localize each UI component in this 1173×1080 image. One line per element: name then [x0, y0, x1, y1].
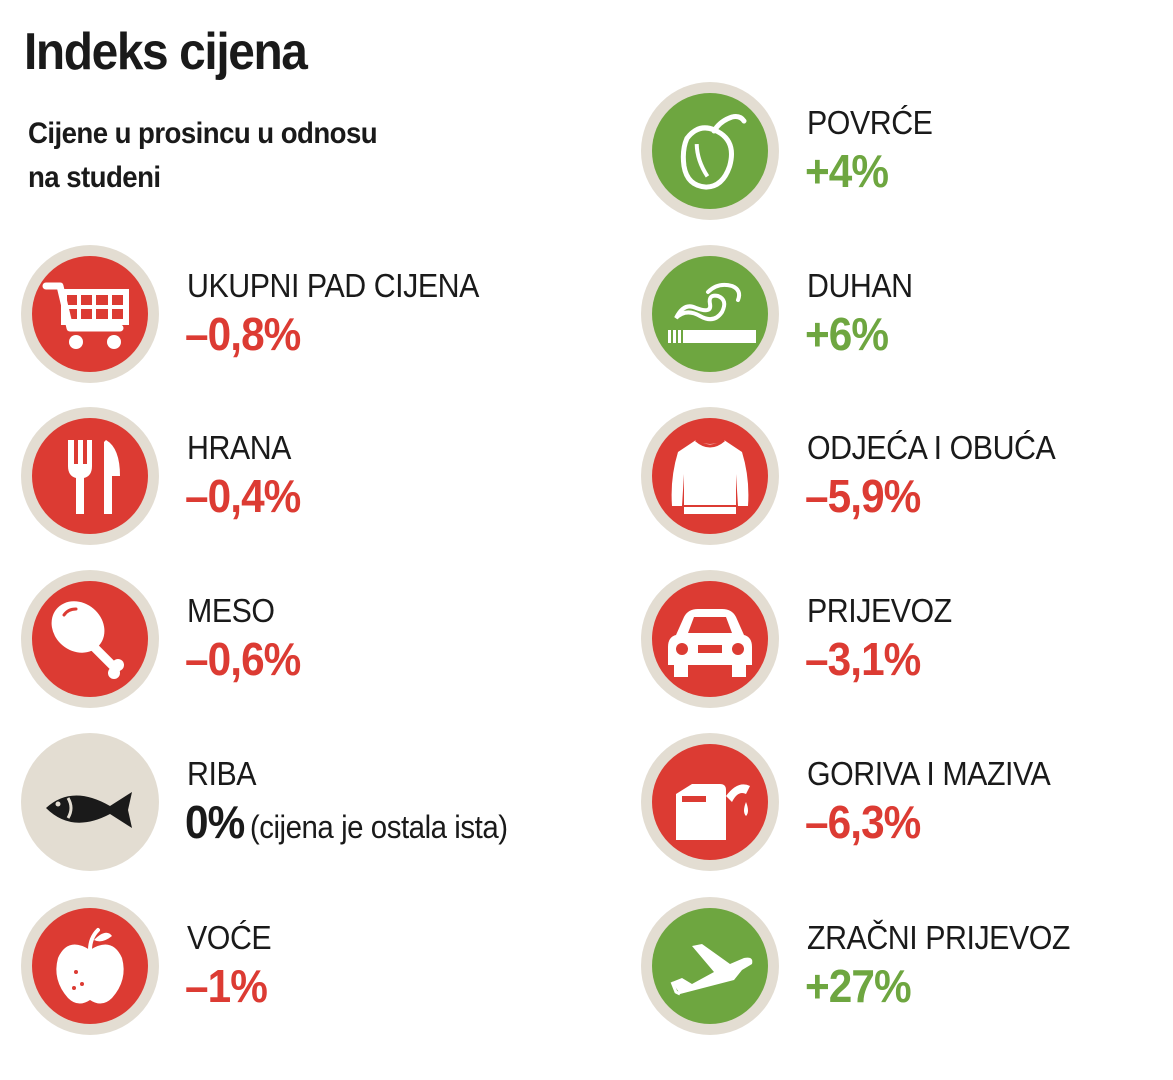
page-subtitle: Cijene u prosincu u odnosu na studeni	[28, 117, 378, 194]
price-item-hrana: HRANA –0,4%	[21, 407, 581, 547]
item-label: POVRĆE	[807, 104, 933, 141]
item-label: GORIVA I MAZIVA	[807, 755, 1051, 792]
badge	[641, 897, 779, 1035]
item-value: –5,9%	[805, 470, 921, 522]
car-icon	[652, 581, 768, 697]
shopping-cart-icon	[32, 256, 148, 372]
pepper-icon	[652, 93, 768, 209]
item-label: ZRAČNI PRIJEVOZ	[807, 919, 1070, 956]
price-item-prijevoz: PRIJEVOZ –3,1%	[641, 570, 1173, 710]
item-label: ODJEĆA I OBUĆA	[807, 429, 1056, 466]
price-item-odjeca: ODJEĆA I OBUĆA –5,9%	[641, 407, 1173, 547]
item-value-number: 0%	[185, 796, 245, 848]
apple-icon	[32, 908, 148, 1024]
item-value: –0,6%	[185, 633, 301, 685]
price-item-ukupno: UKUPNI PAD CIJENA –0,8%	[21, 245, 581, 385]
page-title: Indeks cijena	[24, 23, 308, 81]
fork-knife-icon	[32, 418, 148, 534]
badge	[641, 733, 779, 871]
price-item-zracni: ZRAČNI PRIJEVOZ +27%	[641, 897, 1173, 1037]
item-value: 0% (cijena je ostala ista)	[185, 795, 508, 849]
item-value: –0,8%	[185, 308, 301, 360]
badge	[21, 245, 159, 383]
price-item-goriva: GORIVA I MAZIVA –6,3%	[641, 733, 1173, 873]
item-note: (cijena je ostala ista)	[249, 809, 508, 845]
item-value: +27%	[805, 960, 912, 1012]
item-label: DUHAN	[807, 267, 913, 304]
price-item-voce: VOĆE –1%	[21, 897, 581, 1037]
item-label: PRIJEVOZ	[807, 592, 952, 629]
item-label: HRANA	[187, 429, 291, 466]
item-label: RIBA	[187, 755, 257, 792]
item-label: MESO	[187, 592, 275, 629]
badge	[641, 82, 779, 220]
cigarette-icon	[652, 256, 768, 372]
item-value: –0,4%	[185, 470, 301, 522]
item-value: +4%	[805, 145, 889, 197]
badge	[21, 570, 159, 708]
price-item-duhan: DUHAN +6%	[641, 245, 1173, 385]
item-value: +6%	[805, 308, 889, 360]
fish-icon	[32, 744, 148, 860]
price-item-meso: MESO –0,6%	[21, 570, 581, 710]
badge	[641, 407, 779, 545]
drumstick-icon	[32, 581, 148, 697]
item-value: –3,1%	[805, 633, 921, 685]
badge	[641, 245, 779, 383]
airplane-icon	[652, 908, 768, 1024]
price-item-riba: RIBA 0% (cijena je ostala ista)	[21, 733, 581, 873]
badge	[641, 570, 779, 708]
item-value: –1%	[185, 960, 268, 1012]
item-value: –6,3%	[805, 796, 921, 848]
sweater-icon	[652, 418, 768, 534]
badge	[21, 733, 159, 871]
fuel-can-icon	[652, 744, 768, 860]
item-label: VOĆE	[187, 919, 272, 956]
price-item-povrce: POVRĆE +4%	[641, 82, 1173, 222]
badge	[21, 897, 159, 1035]
badge	[21, 407, 159, 545]
item-label: UKUPNI PAD CIJENA	[187, 267, 479, 304]
